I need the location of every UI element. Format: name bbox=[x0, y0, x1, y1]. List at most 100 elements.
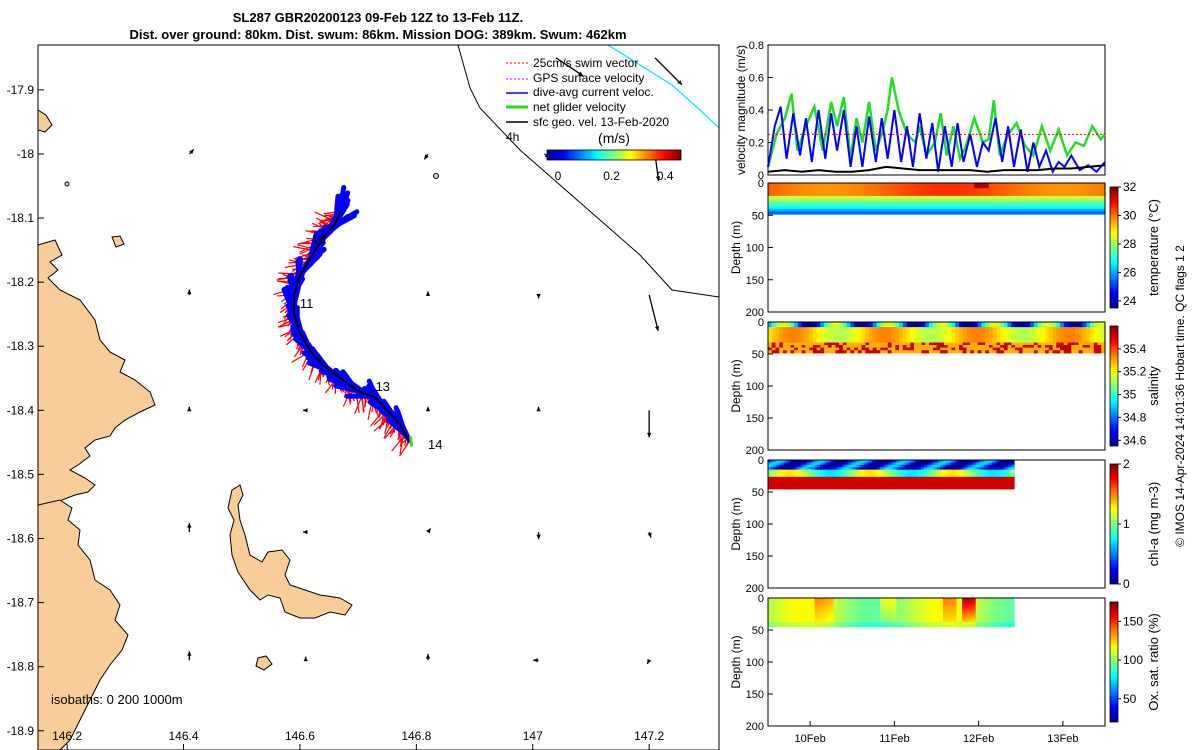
section-cell bbox=[783, 203, 788, 207]
section-cell bbox=[953, 462, 958, 466]
section-cell bbox=[825, 605, 829, 609]
section-cell bbox=[953, 622, 958, 625]
section-cell bbox=[792, 598, 796, 601]
section-cell bbox=[945, 469, 949, 473]
title-line-1: SL287 GBR20200123 09-Feb 12Z to 13-Feb 1… bbox=[233, 10, 523, 25]
section-cell bbox=[861, 193, 866, 197]
section-cell bbox=[994, 481, 999, 485]
section-cell bbox=[926, 484, 930, 487]
section-cell bbox=[962, 183, 967, 187]
section-cell bbox=[947, 203, 952, 207]
section-cell bbox=[915, 460, 919, 463]
section-cell bbox=[803, 607, 807, 611]
section-cell bbox=[936, 322, 941, 326]
section-cell bbox=[1041, 322, 1046, 326]
section-cell bbox=[891, 183, 896, 187]
section-cell bbox=[882, 484, 887, 487]
section-cell bbox=[1037, 195, 1042, 200]
section-cell bbox=[959, 474, 963, 478]
section-cell bbox=[1082, 206, 1087, 210]
section-cell bbox=[956, 460, 960, 463]
section-cell bbox=[936, 339, 941, 344]
section-cell bbox=[790, 327, 795, 331]
section-cell bbox=[914, 208, 919, 212]
section-cell bbox=[1060, 195, 1065, 200]
section-cell bbox=[1041, 190, 1046, 194]
section-cell bbox=[959, 460, 963, 463]
section-cell bbox=[887, 185, 893, 189]
section-cell bbox=[947, 350, 952, 354]
section-cell bbox=[869, 342, 874, 346]
section-cell bbox=[835, 337, 840, 341]
section-cell bbox=[776, 600, 780, 604]
section-cell bbox=[820, 350, 825, 354]
section-cell bbox=[798, 598, 802, 601]
map-ticks: 146.2 146.4 146.6 146.8 147 147.2-17.9-18-18.… bbox=[7, 83, 664, 750]
section-cell bbox=[779, 345, 784, 349]
section-cell bbox=[803, 624, 807, 628]
section-cell bbox=[847, 619, 851, 623]
section-cell bbox=[822, 624, 826, 628]
section-cell bbox=[876, 329, 881, 333]
section-cell bbox=[1060, 342, 1065, 346]
section-cell bbox=[910, 460, 914, 463]
section-cell bbox=[850, 607, 854, 611]
section-cell bbox=[778, 605, 783, 609]
section-cell bbox=[929, 183, 934, 187]
section-cell bbox=[1078, 345, 1084, 349]
section-cell bbox=[880, 211, 885, 215]
section-cell bbox=[1030, 345, 1035, 349]
section-cell bbox=[839, 617, 843, 621]
section-cell bbox=[929, 203, 934, 207]
section-cell bbox=[809, 619, 813, 623]
section-cell bbox=[929, 329, 934, 333]
section-cell bbox=[860, 600, 865, 604]
section-cell bbox=[825, 624, 829, 628]
section-cell bbox=[896, 598, 900, 601]
section-cell bbox=[1097, 206, 1102, 210]
section-cell bbox=[966, 201, 971, 205]
x-tick-label: 12Feb bbox=[963, 733, 994, 745]
section-cell bbox=[833, 486, 837, 490]
y-tick-label: -18.4 bbox=[7, 403, 35, 417]
section-cell bbox=[825, 614, 829, 618]
section-cell bbox=[869, 203, 874, 207]
section-cell bbox=[884, 208, 889, 212]
section-cell bbox=[940, 327, 945, 331]
section-cell bbox=[1097, 339, 1102, 344]
section-cell bbox=[795, 474, 799, 478]
section-cell bbox=[1067, 334, 1072, 338]
section-cell bbox=[970, 201, 975, 205]
section-cell bbox=[783, 201, 788, 205]
section-cell bbox=[981, 206, 986, 210]
section-cell bbox=[918, 624, 922, 628]
section-cell bbox=[1075, 183, 1080, 187]
section-cell bbox=[1078, 201, 1084, 205]
section-cell bbox=[970, 624, 974, 628]
section-cell bbox=[966, 185, 971, 189]
section-cell bbox=[929, 610, 933, 613]
section-cell bbox=[966, 342, 971, 346]
section-cell bbox=[794, 201, 799, 205]
section-cell bbox=[1026, 201, 1031, 205]
section-cell bbox=[770, 602, 774, 606]
section-cell bbox=[1026, 339, 1031, 344]
section-cell bbox=[863, 600, 867, 604]
section-cell bbox=[1045, 201, 1050, 205]
section-cell bbox=[1015, 329, 1020, 333]
section-cell bbox=[803, 467, 807, 471]
section-cell bbox=[781, 610, 785, 613]
section-cell bbox=[899, 479, 903, 483]
section-cell bbox=[923, 472, 928, 475]
section-cell bbox=[775, 322, 780, 326]
section-cell bbox=[860, 481, 865, 485]
section-cell bbox=[830, 486, 835, 490]
section-cell bbox=[1011, 201, 1016, 205]
section-cell bbox=[863, 474, 867, 478]
section-cell bbox=[806, 610, 810, 613]
section-cell bbox=[861, 195, 866, 200]
section-cell bbox=[869, 472, 873, 475]
section-cell bbox=[805, 195, 810, 200]
section-cell bbox=[970, 607, 974, 611]
